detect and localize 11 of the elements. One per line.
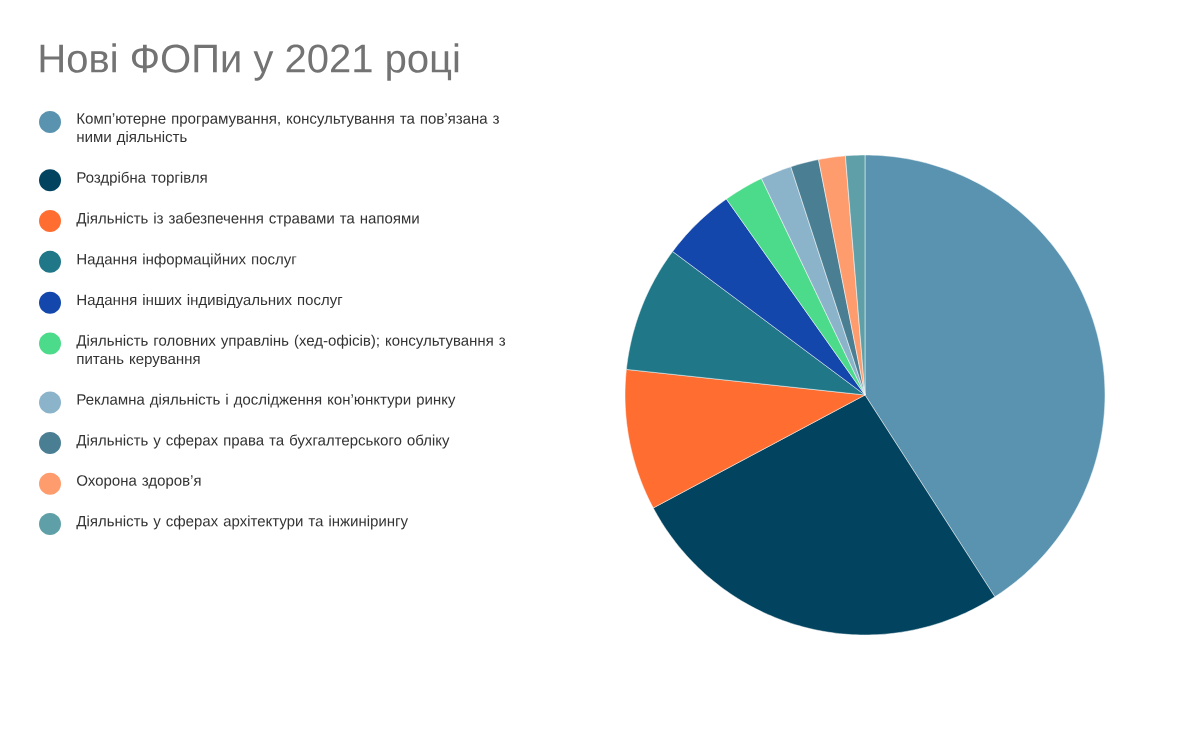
legend-label: Діяльність із забезпечення стравами та напоями — [76, 212, 419, 227]
chart-title: Нові ФОПи у 2021 році — [40, 43, 459, 81]
legend-label: Діяльність у сферах права та бухгалтерського обліку — [76, 434, 450, 449]
legend-label: Діяльність у сферах архітектури та інжинірингу — [76, 515, 409, 530]
legend-label: Роздрібна торгівля — [77, 171, 207, 186]
legend-label: Рекламна діяльність і дослідження кон’юнктури ринку — [77, 393, 456, 408]
legend-label: Охорона здоров’я — [77, 475, 201, 489]
legend-label: Комп’ютерне програмування, консультування та пов’язана з ними діяльність — [77, 113, 499, 145]
legend-label: Надання інформаційних послуг — [77, 253, 297, 268]
legend-label: Надання інших індивідуальних послуг — [77, 294, 343, 309]
legend-label: Діяльність головних управлінь (хед-офісів); консультування з питань керування — [76, 334, 506, 368]
